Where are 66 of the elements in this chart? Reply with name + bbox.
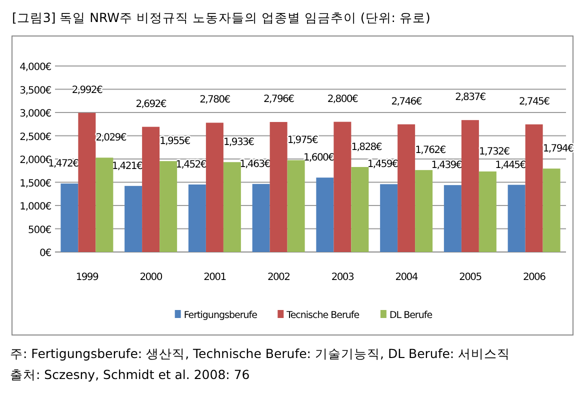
data-label: 1,600€ — [303, 152, 334, 164]
x-tick-label: 2005 — [459, 272, 482, 283]
x-tick-label: 2002 — [267, 272, 290, 283]
bar — [525, 124, 543, 252]
bar — [287, 160, 305, 252]
bar — [188, 184, 206, 252]
bar — [124, 186, 142, 252]
legend-label: Fertigungsberufe — [184, 310, 258, 321]
legend-label: DL Berufe — [389, 310, 433, 321]
bar — [78, 112, 96, 252]
data-label: 1,472€ — [48, 158, 79, 170]
legend-label: Tecnische Berufe — [286, 310, 360, 321]
bar — [252, 184, 270, 252]
y-tick-label: 1,500€ — [20, 178, 52, 190]
bar — [398, 124, 416, 252]
source-note: 출처: Sczesny, Schmidt et al. 2008: 76 — [10, 367, 250, 382]
bar — [223, 162, 241, 252]
data-label: 1,732€ — [478, 146, 510, 158]
data-label: 1,762€ — [415, 145, 446, 156]
bar — [444, 185, 462, 252]
bar — [160, 161, 178, 252]
data-label: 1,828€ — [351, 142, 382, 153]
x-tick-label: 2006 — [522, 272, 546, 283]
title: [그림3] 독일 NRW주 비정규직 노동자들의 업종별 임금추이 (단위: 유로) — [12, 10, 430, 25]
data-label: 2,837€ — [455, 92, 486, 104]
bar — [461, 120, 479, 252]
bar — [508, 184, 526, 252]
bar — [380, 184, 398, 252]
x-tick-label: 2003 — [331, 272, 354, 283]
data-label: 1,955€ — [160, 136, 190, 148]
bar — [542, 168, 560, 252]
data-label: 1,933€ — [223, 137, 254, 148]
y-tick-label: 500€ — [28, 224, 52, 236]
y-tick-label: 3,500€ — [20, 85, 52, 96]
bar — [334, 122, 352, 252]
data-label: 1,794€ — [542, 144, 574, 155]
data-label: 2,029€ — [96, 132, 126, 144]
y-tick-label: 0€ — [39, 248, 52, 259]
data-label: 2,692€ — [136, 98, 166, 110]
x-tick-label: 2000 — [140, 272, 162, 283]
data-label: 2,796€ — [263, 94, 294, 105]
data-label: 2,992€ — [72, 84, 102, 96]
data-label: 2,746€ — [391, 96, 422, 108]
data-label: 2,800€ — [327, 94, 358, 105]
bar — [96, 158, 114, 252]
bar — [478, 171, 496, 252]
data-label: 2,745€ — [518, 96, 550, 108]
bar — [206, 122, 224, 252]
bar — [316, 178, 334, 252]
y-tick-label: 3,000€ — [20, 108, 52, 120]
data-label: 1,975€ — [287, 135, 318, 146]
data-label: 1,439€ — [431, 160, 462, 172]
x-tick-label: 1999 — [76, 272, 98, 283]
y-tick-label: 4,000€ — [20, 62, 52, 73]
x-tick-label: 2001 — [204, 272, 226, 283]
data-label: 2,780€ — [200, 94, 230, 106]
x-tick-label: 2004 — [395, 272, 418, 283]
bar — [351, 167, 369, 252]
bar — [60, 184, 78, 252]
bar — [142, 126, 160, 252]
data-label: 1,445€ — [495, 160, 526, 171]
y-tick-label: 2,500€ — [20, 132, 52, 143]
y-tick-label: 1,000€ — [20, 202, 52, 212]
text: 주: Fertigungsberufe: 생산직, Technische Berufe: 기술기능직, DL Berufe: 서비스직 — [10, 346, 510, 361]
bar — [270, 122, 288, 252]
bar — [415, 170, 433, 252]
